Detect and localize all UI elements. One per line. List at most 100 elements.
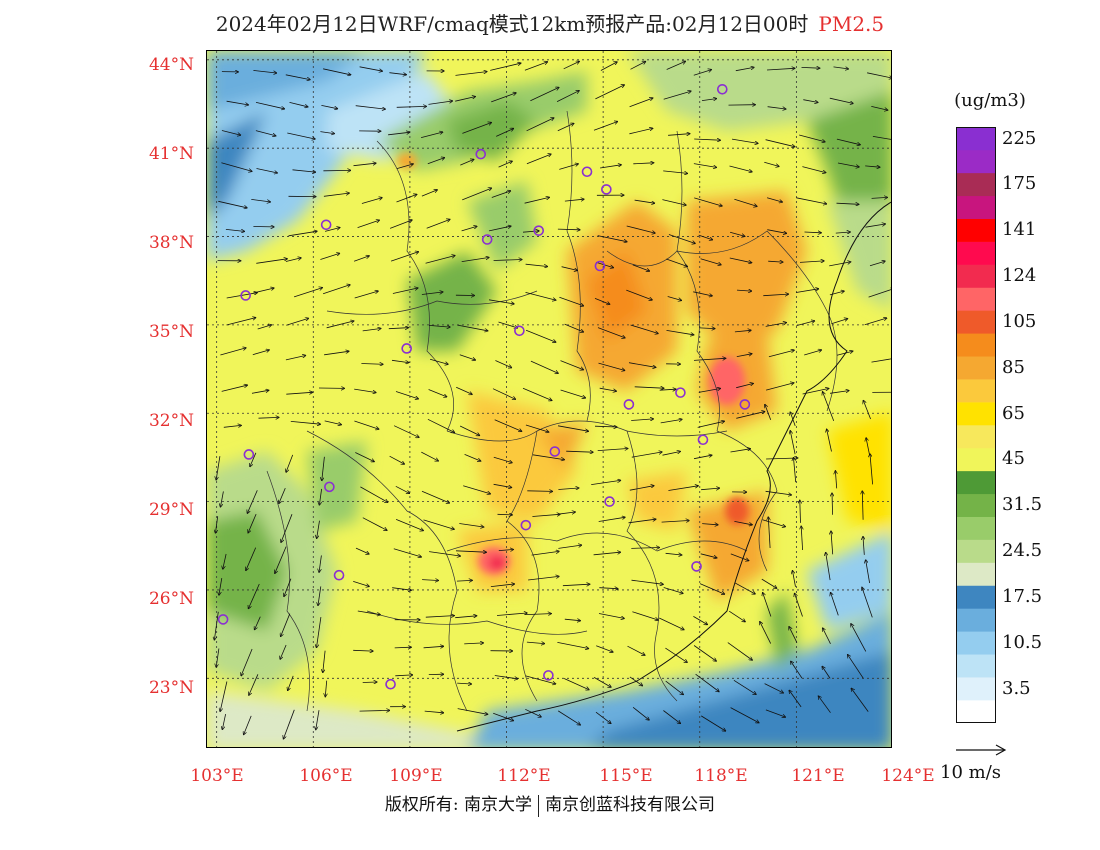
wind-vector <box>464 454 481 461</box>
product-name: PM2.5 <box>818 12 885 36</box>
wind-vector <box>789 691 802 708</box>
wind-vector <box>837 162 859 167</box>
footer: 版权所有: 南京大学 南京创蓝科技有限公司 <box>0 790 1100 817</box>
wind-vector <box>362 682 377 683</box>
wind-vector <box>558 545 581 549</box>
wind-vector <box>359 66 383 71</box>
wind-vector <box>353 581 369 586</box>
pm25-map[interactable] <box>206 50 892 748</box>
wind-vector <box>396 164 413 169</box>
colorbar-tick-label: 24.5 <box>1002 540 1043 562</box>
wind-vector <box>428 101 453 105</box>
wind-vector <box>766 197 782 202</box>
wind-vector <box>258 417 279 418</box>
wind-vector <box>866 560 870 584</box>
monitoring-stations <box>217 83 751 690</box>
station-marker <box>324 481 335 493</box>
wind-vector <box>869 261 885 267</box>
wind-vector <box>525 329 556 342</box>
wind-vector <box>492 388 515 400</box>
wind-vector <box>695 673 719 691</box>
wind-vector <box>862 588 873 618</box>
colorbar-tick-label: 3.5 <box>1002 677 1031 699</box>
wind-vector <box>799 261 824 263</box>
wind-vector <box>527 491 552 492</box>
wind-vector <box>526 154 551 165</box>
wind-vector <box>559 164 578 170</box>
wind-vector <box>668 234 695 244</box>
wind-vector <box>525 424 549 432</box>
wind-vector <box>223 553 227 569</box>
wind-vector <box>665 680 683 694</box>
colorbar-swatch <box>956 218 996 242</box>
colorbar-swatch <box>956 700 996 723</box>
wind-vector <box>396 195 417 203</box>
wind-vector <box>428 325 450 327</box>
wind-vector <box>326 321 354 329</box>
wind-vector <box>762 519 786 527</box>
wind-vector <box>252 350 269 356</box>
wind-vector <box>494 675 518 679</box>
colorbar-tick-label: 31.5 <box>1002 494 1043 516</box>
wind-vector <box>831 319 847 325</box>
wind-vector <box>563 62 579 70</box>
wind-vector <box>525 263 548 266</box>
wind-vector <box>241 648 253 676</box>
wind-vector <box>663 170 687 174</box>
wind-vector <box>393 548 421 557</box>
wind-vector <box>632 706 649 720</box>
wind-vector <box>791 661 803 679</box>
wind-vector <box>693 455 712 460</box>
wind-vector <box>495 360 511 368</box>
wind-vector <box>730 553 749 561</box>
wind-vector <box>423 646 444 648</box>
wind-vector <box>796 197 826 204</box>
colorbar-tick-label: 17.5 <box>1002 585 1043 607</box>
wind-vector <box>286 454 294 472</box>
wind-vector <box>251 199 270 202</box>
station-marker <box>533 225 545 236</box>
copyright-text: 版权所有: 南京大学 <box>384 795 533 815</box>
wind-vector <box>598 613 624 619</box>
wind-vector <box>323 193 349 197</box>
wind-vector <box>699 583 724 595</box>
lat-label-41: 41°N <box>148 144 194 164</box>
wind-vector <box>796 321 815 326</box>
wind-vector <box>663 587 683 594</box>
title-text: 2024年02月12日WRF/cmaq模式12km预报产品:02月12日00时 <box>215 12 809 36</box>
wind-vector <box>865 224 886 228</box>
wind-vector <box>250 452 257 467</box>
wind-vector <box>628 362 656 368</box>
wind-vector <box>424 711 444 713</box>
station-marker <box>594 260 606 272</box>
wind-vector <box>736 384 753 389</box>
wind-vector <box>526 118 554 132</box>
wind-vector <box>868 289 891 298</box>
wind-vector <box>631 548 659 549</box>
wind-vector <box>220 348 245 356</box>
wind-vector <box>255 102 284 108</box>
wind-vector <box>525 675 556 684</box>
footer-divider <box>538 794 540 817</box>
colorbar-tick-label: 105 <box>1002 310 1037 332</box>
wind-vector <box>736 290 751 291</box>
wind-vector <box>599 387 616 391</box>
colorbar-swatch <box>956 402 996 426</box>
wind-vector <box>325 680 326 697</box>
wind-vector <box>459 425 479 435</box>
wind-vector <box>361 364 382 365</box>
wind-vector <box>835 232 850 233</box>
wind-vector <box>255 616 261 630</box>
wind-vector <box>663 710 680 724</box>
wind-vector <box>831 593 839 616</box>
hotspots <box>397 153 749 575</box>
wind-vector <box>629 98 653 108</box>
wind-vector <box>246 547 257 571</box>
wind-vector <box>729 165 752 172</box>
wind-vector <box>393 425 419 438</box>
wind-vector <box>564 199 584 201</box>
wind-vector <box>461 258 489 262</box>
wind-vector <box>598 362 625 370</box>
wind-vector <box>425 256 455 264</box>
wind-vector <box>697 421 725 428</box>
